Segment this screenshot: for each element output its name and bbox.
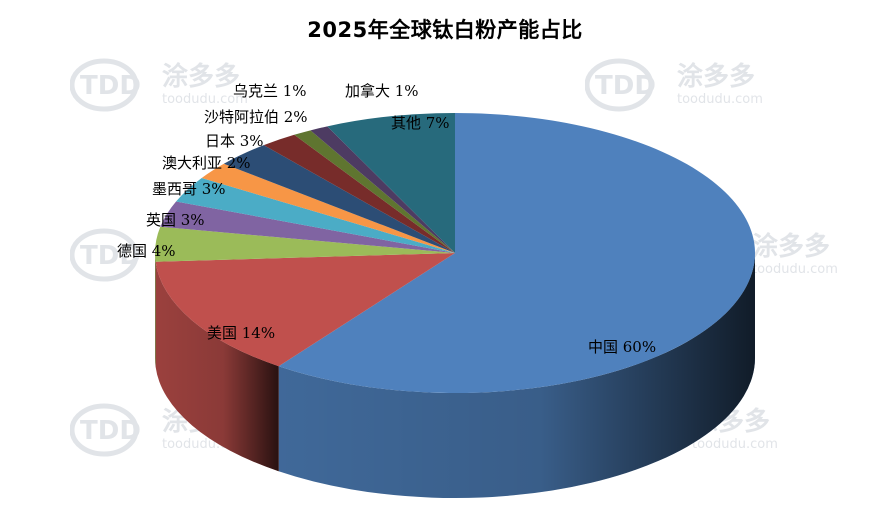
pie-slice	[223, 145, 455, 253]
watermark-url: toodudu.com	[692, 437, 778, 452]
watermark-brand: 涂多多	[677, 61, 755, 92]
pie-slice	[154, 226, 455, 262]
pie-slice	[263, 134, 455, 253]
data-label: 英国 3%	[146, 211, 205, 229]
pie-slice	[160, 201, 455, 253]
watermark-logo: TDD	[595, 71, 656, 101]
watermark-url: toodudu.com	[162, 92, 248, 107]
data-label: 日本 3%	[205, 132, 264, 150]
pie-slice-side-shade	[155, 253, 156, 367]
pie-slice-side-shade	[278, 253, 755, 498]
pie-slice	[294, 130, 455, 253]
pie-slice	[155, 253, 455, 367]
data-label: 乌克兰 1%	[233, 82, 307, 100]
data-label: 墨西哥 3%	[152, 180, 226, 198]
data-label: 美国 14%	[207, 324, 275, 342]
watermark-logo: TDD	[80, 71, 141, 101]
watermark-logo: TDD	[80, 416, 141, 446]
watermark-brand: 涂多多	[162, 61, 240, 92]
watermark-brand: 涂多多	[752, 231, 830, 262]
watermark-url: toodudu.com	[677, 92, 763, 107]
pie-slice	[176, 177, 455, 253]
watermark-logo: TDD	[80, 241, 141, 271]
chart-title: 2025年全球钛白粉产能占比	[307, 18, 583, 42]
pie-slice-side-shade	[155, 261, 279, 472]
pie-slice	[201, 163, 455, 253]
pie-slice	[327, 113, 455, 253]
data-label: 其他 7%	[391, 114, 450, 132]
watermark-url: toodudu.com	[752, 262, 838, 277]
pie-slice	[310, 126, 455, 253]
data-label: 加拿大 1%	[345, 82, 419, 100]
data-label: 沙特阿拉伯 2%	[204, 108, 308, 126]
data-label: 德国 4%	[117, 242, 176, 260]
pie-slice	[278, 113, 755, 393]
data-label: 澳大利亚 2%	[162, 154, 251, 172]
data-label: 中国 60%	[588, 338, 656, 356]
